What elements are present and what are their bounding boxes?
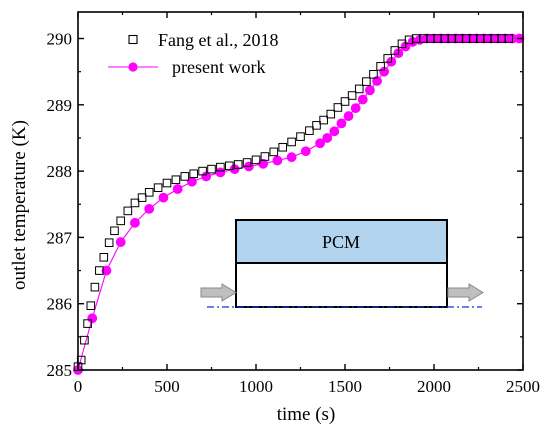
fang-2018-point	[260, 152, 270, 161]
outlet-arrow-icon	[447, 283, 484, 302]
x-axis-title: time (s)	[277, 404, 336, 425]
x-tick-label: 500	[154, 377, 180, 396]
fang-2018-point	[278, 142, 287, 152]
fang-2018-point	[207, 164, 216, 174]
x-tick-label: 0	[74, 377, 83, 396]
present-work-point	[158, 192, 169, 203]
fang-2018-point	[198, 166, 207, 176]
fang-2018-point	[99, 252, 109, 262]
legend: Fang et al., 2018 present work	[108, 30, 278, 77]
fang-2018-point	[137, 193, 147, 202]
fang-2018-point	[296, 132, 305, 141]
x-tick-label: 1500	[328, 377, 362, 396]
y-tick-label: 287	[47, 228, 73, 247]
y-tick-label: 285	[47, 361, 73, 380]
fang-2018-point	[171, 175, 181, 185]
fang-2018-point	[305, 126, 314, 135]
inlet-arrow-icon	[200, 283, 237, 302]
present-work-point	[322, 133, 333, 143]
fang-2018-point	[347, 91, 357, 100]
fang-2018-point	[287, 137, 296, 147]
present-work-point	[286, 152, 297, 163]
fang-2018-point	[376, 62, 385, 71]
present-work-point	[336, 118, 347, 129]
present-work-point	[272, 155, 283, 166]
y-tick-label: 290	[47, 30, 73, 49]
present-work-point	[300, 146, 311, 157]
fang-2018-point	[116, 216, 126, 226]
legend-label-fang: Fang et al., 2018	[158, 30, 278, 50]
fang-2018-point	[80, 335, 89, 345]
fang-2018-point	[216, 162, 225, 172]
legend-label-present: present work	[172, 57, 265, 77]
y-axis-title: outlet temperature (K)	[9, 120, 30, 290]
x-tick-label: 2500	[506, 377, 540, 396]
x-tick-label: 1000	[239, 377, 273, 396]
present-work-line	[77, 37, 520, 371]
fang-2018-point	[153, 183, 163, 192]
fang-2018-point	[312, 121, 321, 130]
fang-2018-point	[362, 77, 371, 86]
x-tick-label: 2000	[417, 377, 451, 396]
fang-2018-point	[269, 147, 279, 157]
fang-2018-point	[90, 282, 100, 292]
present-work-point	[87, 313, 98, 324]
fang-2018-point	[369, 70, 378, 79]
pcm-inset-diagram: PCM	[200, 219, 484, 308]
present-work-point	[130, 217, 140, 228]
fang-2018-point	[83, 319, 92, 328]
present-work-point	[357, 94, 368, 105]
present-work-point	[101, 265, 112, 276]
y-tick-label: 286	[47, 295, 73, 314]
fang-2018-point	[504, 34, 514, 43]
present-work-point	[144, 203, 155, 214]
fang-2018-point	[162, 178, 172, 188]
present-work-point	[172, 184, 183, 194]
present-work-point	[365, 85, 375, 96]
present-work-point	[329, 126, 340, 137]
fang-2018-point	[95, 266, 104, 275]
fang-2018-point	[242, 158, 252, 167]
fang-2018-point	[333, 103, 343, 112]
fang-2018-point	[110, 226, 119, 236]
present-work-point	[343, 111, 354, 121]
fang-2018-point	[130, 198, 140, 208]
fang-2018-point	[326, 109, 336, 119]
legend-circle-marker	[128, 62, 138, 72]
present-work-point	[350, 103, 361, 114]
fang-2018-point	[383, 54, 393, 63]
y-tick-label: 288	[47, 162, 73, 181]
legend-square-marker	[128, 34, 138, 45]
fang-2018-point	[86, 301, 96, 310]
fang-2018-point	[233, 160, 243, 169]
fang-2018-point	[144, 188, 154, 197]
fang-2018-point	[180, 172, 190, 181]
fang-2018-point	[340, 97, 350, 106]
y-tick-label: 289	[47, 96, 73, 115]
series-layer	[73, 33, 525, 375]
channel-block	[235, 262, 448, 308]
fang-2018-point	[390, 46, 400, 55]
fang-2018-point	[225, 161, 234, 171]
fang-2018-point	[354, 84, 364, 94]
fang-2018-point	[104, 238, 114, 248]
fang-2018-point	[251, 155, 261, 165]
fang-2018-point	[189, 169, 198, 179]
pcm-label: PCM	[322, 232, 360, 252]
plot-border	[77, 11, 524, 371]
present-work-point	[215, 167, 226, 178]
fang-2018-point	[319, 115, 328, 125]
present-work-point	[115, 237, 126, 247]
fang-2018-point	[123, 206, 133, 216]
plot-frame: 0 500 1000 1500 2000 2500 285 286 287 288 289 290	[47, 11, 540, 396]
present-work-point	[315, 138, 325, 149]
